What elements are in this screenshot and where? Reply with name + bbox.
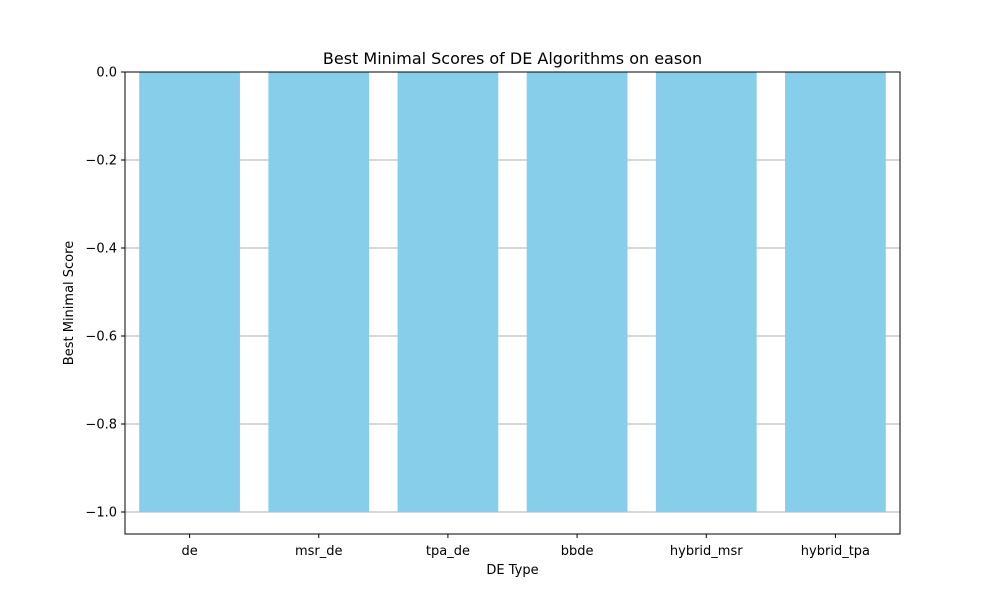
y-tick-label: 0.0 — [96, 66, 117, 81]
bar-bbde — [526, 72, 628, 512]
grid-layer — [125, 71, 900, 513]
y-axis-ticks: 0.0 −0.2 −0.4 −0.6 −0.8 −1.0 — [85, 66, 125, 521]
bar-de — [139, 72, 240, 512]
x-tick-label: tpa_de — [426, 544, 470, 559]
x-tick-label: hybrid_msr — [670, 544, 743, 559]
y-tick-label: −0.2 — [85, 154, 117, 169]
x-tick-label: hybrid_tpa — [801, 544, 870, 559]
bar-hybrid_msr — [655, 72, 757, 512]
bar-hybrid_tpa — [785, 72, 886, 512]
y-axis-label: Best Minimal Score — [62, 241, 77, 365]
x-tick-label: msr_de — [295, 544, 343, 559]
x-axis-label: DE Type — [486, 563, 538, 578]
y-tick-label: −0.8 — [85, 418, 117, 433]
y-tick-label: −0.4 — [85, 242, 117, 257]
plot-frame — [124, 71, 901, 535]
y-tick-label: −0.6 — [85, 330, 117, 345]
bar-msr_de — [268, 72, 370, 512]
bar-tpa_de — [397, 72, 499, 512]
y-tick-label: −1.0 — [85, 506, 117, 521]
bars-layer — [139, 72, 886, 512]
chart-title: Best Minimal Scores of DE Algorithms on … — [323, 49, 702, 68]
x-tick-label: de — [181, 544, 197, 559]
x-tick-label: bbde — [561, 544, 594, 559]
x-axis-ticks: de msr_de tpa_de bbde hybrid_msr hybrid_tpa — [181, 534, 870, 559]
